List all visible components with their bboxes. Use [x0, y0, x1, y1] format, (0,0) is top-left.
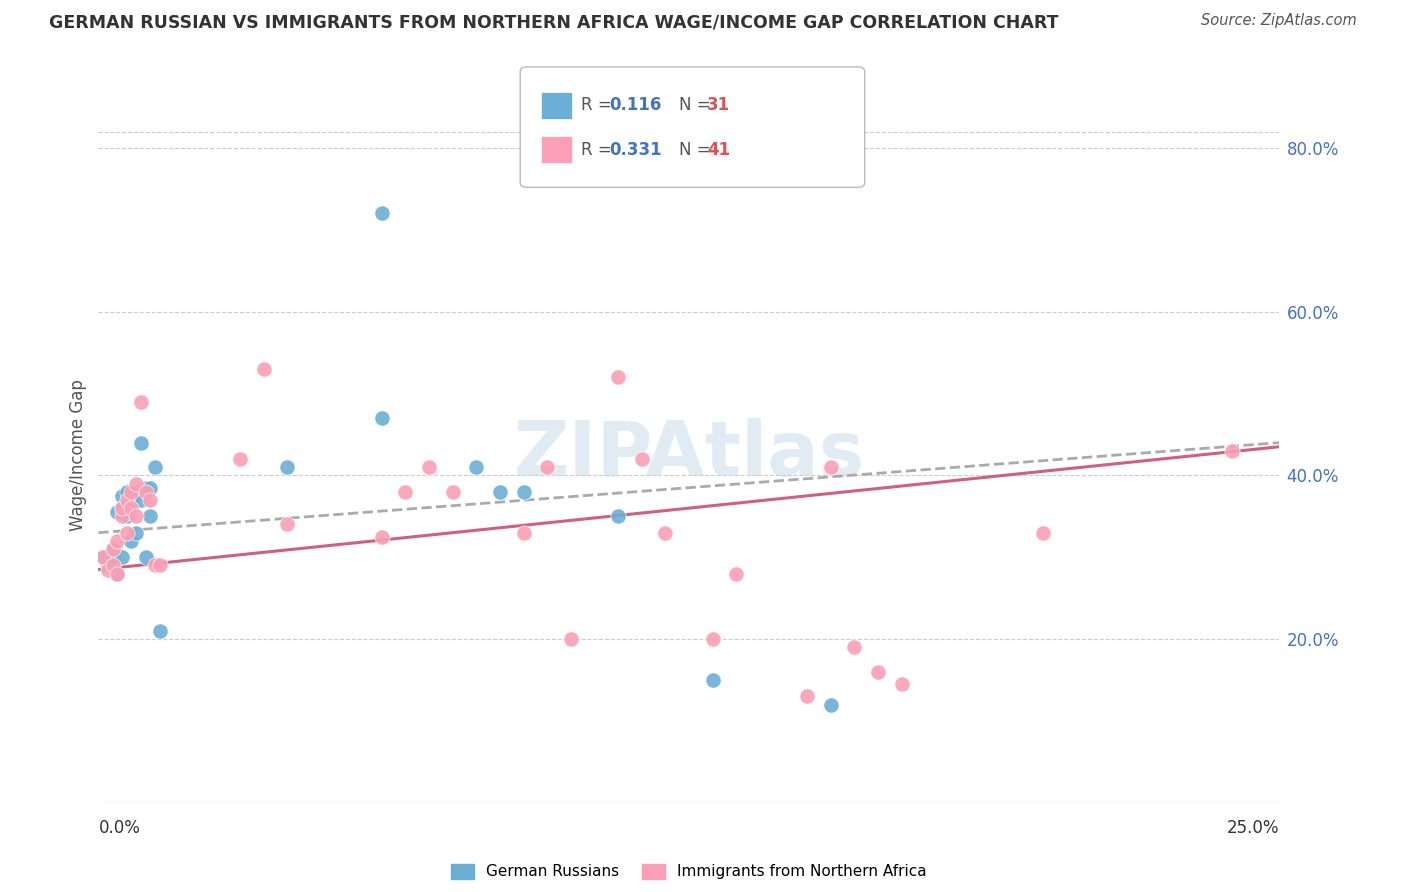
Point — [105, 566, 128, 581]
Point — [125, 484, 148, 499]
Text: 25.0%: 25.0% — [1227, 819, 1279, 837]
Text: 0.116: 0.116 — [609, 96, 661, 114]
Point — [115, 525, 138, 540]
Point — [111, 501, 134, 516]
Point — [371, 411, 394, 425]
Point — [844, 640, 866, 655]
Point — [702, 632, 724, 646]
Point — [101, 542, 124, 557]
Text: ZIPAtlas: ZIPAtlas — [513, 418, 865, 491]
Point — [105, 505, 128, 519]
Text: R =: R = — [581, 141, 617, 159]
Point — [820, 698, 842, 712]
Point — [441, 484, 464, 499]
Point — [129, 492, 152, 507]
Point — [139, 509, 162, 524]
Point — [465, 460, 488, 475]
Text: N =: N = — [679, 141, 716, 159]
Point — [97, 562, 120, 576]
Text: GERMAN RUSSIAN VS IMMIGRANTS FROM NORTHERN AFRICA WAGE/INCOME GAP CORRELATION CH: GERMAN RUSSIAN VS IMMIGRANTS FROM NORTHE… — [49, 13, 1059, 31]
Point — [125, 476, 148, 491]
Point — [371, 206, 394, 220]
Point — [607, 370, 630, 384]
Point — [143, 558, 166, 573]
Point — [394, 484, 416, 499]
Point — [129, 435, 152, 450]
Point — [607, 509, 630, 524]
Point — [866, 665, 889, 679]
Point — [97, 558, 120, 573]
Point — [654, 525, 676, 540]
Point — [111, 550, 134, 565]
Point — [371, 530, 394, 544]
Point — [101, 558, 124, 573]
Point — [796, 690, 818, 704]
Point — [115, 509, 138, 524]
Point — [135, 481, 157, 495]
Point — [135, 484, 157, 499]
Point — [1220, 443, 1243, 458]
Point — [115, 484, 138, 499]
Point — [125, 509, 148, 524]
Point — [276, 517, 298, 532]
Text: 0.331: 0.331 — [609, 141, 661, 159]
Point — [702, 673, 724, 687]
Text: 0.0%: 0.0% — [98, 819, 141, 837]
Point — [101, 550, 124, 565]
Point — [115, 492, 138, 507]
Point — [129, 394, 152, 409]
Point — [111, 501, 134, 516]
Point — [1032, 525, 1054, 540]
Point — [820, 460, 842, 475]
Point — [512, 525, 534, 540]
Point — [229, 452, 252, 467]
Point — [125, 525, 148, 540]
Text: 41: 41 — [707, 141, 730, 159]
Legend: German Russians, Immigrants from Northern Africa: German Russians, Immigrants from Norther… — [444, 857, 934, 886]
Point — [560, 632, 582, 646]
Point — [91, 550, 114, 565]
Point — [105, 566, 128, 581]
Point — [139, 481, 162, 495]
Point — [536, 460, 558, 475]
Point — [101, 542, 124, 557]
Y-axis label: Wage/Income Gap: Wage/Income Gap — [69, 379, 87, 531]
Text: R =: R = — [581, 96, 617, 114]
Point — [890, 677, 912, 691]
Point — [630, 452, 652, 467]
Point — [105, 533, 128, 548]
Point — [143, 460, 166, 475]
Point — [418, 460, 440, 475]
Point — [121, 533, 143, 548]
Point — [111, 509, 134, 524]
Point — [253, 362, 276, 376]
Point — [149, 624, 172, 638]
Text: N =: N = — [679, 96, 716, 114]
Point — [276, 460, 298, 475]
Point — [512, 484, 534, 499]
Text: Source: ZipAtlas.com: Source: ZipAtlas.com — [1201, 13, 1357, 29]
Point — [121, 484, 143, 499]
Text: 31: 31 — [707, 96, 730, 114]
Point — [725, 566, 748, 581]
Point — [111, 489, 134, 503]
Point — [121, 501, 143, 516]
Point — [121, 492, 143, 507]
Point — [139, 492, 162, 507]
Point — [91, 550, 114, 565]
Point — [135, 550, 157, 565]
Point — [149, 558, 172, 573]
Point — [489, 484, 512, 499]
